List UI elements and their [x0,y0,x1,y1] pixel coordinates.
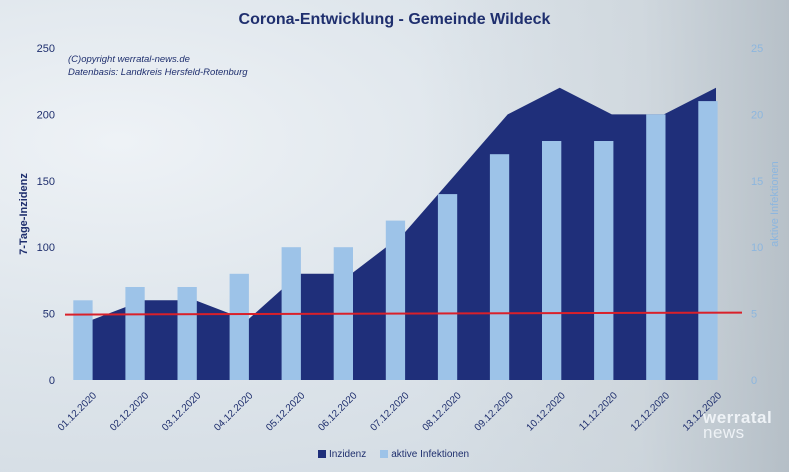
legend-swatch-inzidenz [318,450,326,459]
y-tick-label: 100 [37,242,55,254]
reference-line [64,311,743,316]
y-tick-label: 200 [37,109,55,121]
werratal-news-logo: werratal news [703,408,773,442]
y2-tick-label: 25 [751,43,763,55]
y-tick-label: 250 [37,43,55,55]
bar-aktive-7 [385,220,406,380]
x-tick-label: 05.12.2020 [264,390,307,433]
x-tick-label: 09.12.2020 [473,390,516,433]
legend-swatch-aktive [380,450,389,459]
y-tick-label: 50 [43,309,55,321]
y2-axis-title: aktive Infektionen [769,161,781,247]
bar-aktive-1 [73,300,93,380]
legend-label-aktive: aktive Infektionen [391,449,470,460]
legend-item-inzidenz: Inzidenz [318,449,366,460]
y2-tick-label: 10 [751,242,763,254]
y-tick-label: 0 [49,375,55,387]
x-tick-label: 03.12.2020 [160,390,203,433]
logo-line2: news [703,423,745,442]
x-tick-label: 04.12.2020 [212,390,255,433]
bar-aktive-12 [646,114,666,381]
copyright-note: (C)opyright werratal-news.de [68,54,190,65]
y2-tick-label: 20 [751,109,763,121]
y-axis-title: 7-Tage-Inzidenz [18,173,30,255]
legend: Inzidenz aktive Infektionen [318,449,469,460]
legend-label-inzidenz: Inzidenz [329,449,367,460]
chart-title: Corona-Entwicklung - Gemeinde Wildeck [238,11,551,28]
x-tick-label: 08.12.2020 [421,390,464,433]
bar-aktive-11 [594,141,614,380]
bar-aktive-9 [489,154,510,380]
bar-aktive-8 [437,194,458,380]
x-tick-label: 12.12.2020 [629,390,672,433]
bar-aktive-3 [177,287,197,380]
x-tick-label: 11.12.2020 [577,390,620,433]
y2-tick-label: 15 [751,176,763,188]
x-tick-label: 07.12.2020 [368,390,411,433]
legend-item-aktive: aktive Infektionen [380,449,469,460]
y-tick-label: 150 [37,176,55,188]
y2-tick-label: 5 [751,309,757,321]
x-tick-label: 06.12.2020 [316,390,359,433]
bar-aktive-4 [229,273,249,380]
x-tick-label: 01.12.2020 [56,390,99,433]
data-source-note: Datenbasis: Landkreis Hersfeld-Rotenburg [68,67,248,78]
bar-aktive-10 [542,141,562,380]
x-tick-label: 02.12.2020 [108,390,151,433]
x-tick-label: 10.12.2020 [525,390,568,433]
bar-aktive-13 [698,101,718,380]
logo-line1: werratal [703,408,773,427]
bar-aktive-2 [125,287,145,380]
y2-tick-label: 0 [751,375,757,387]
